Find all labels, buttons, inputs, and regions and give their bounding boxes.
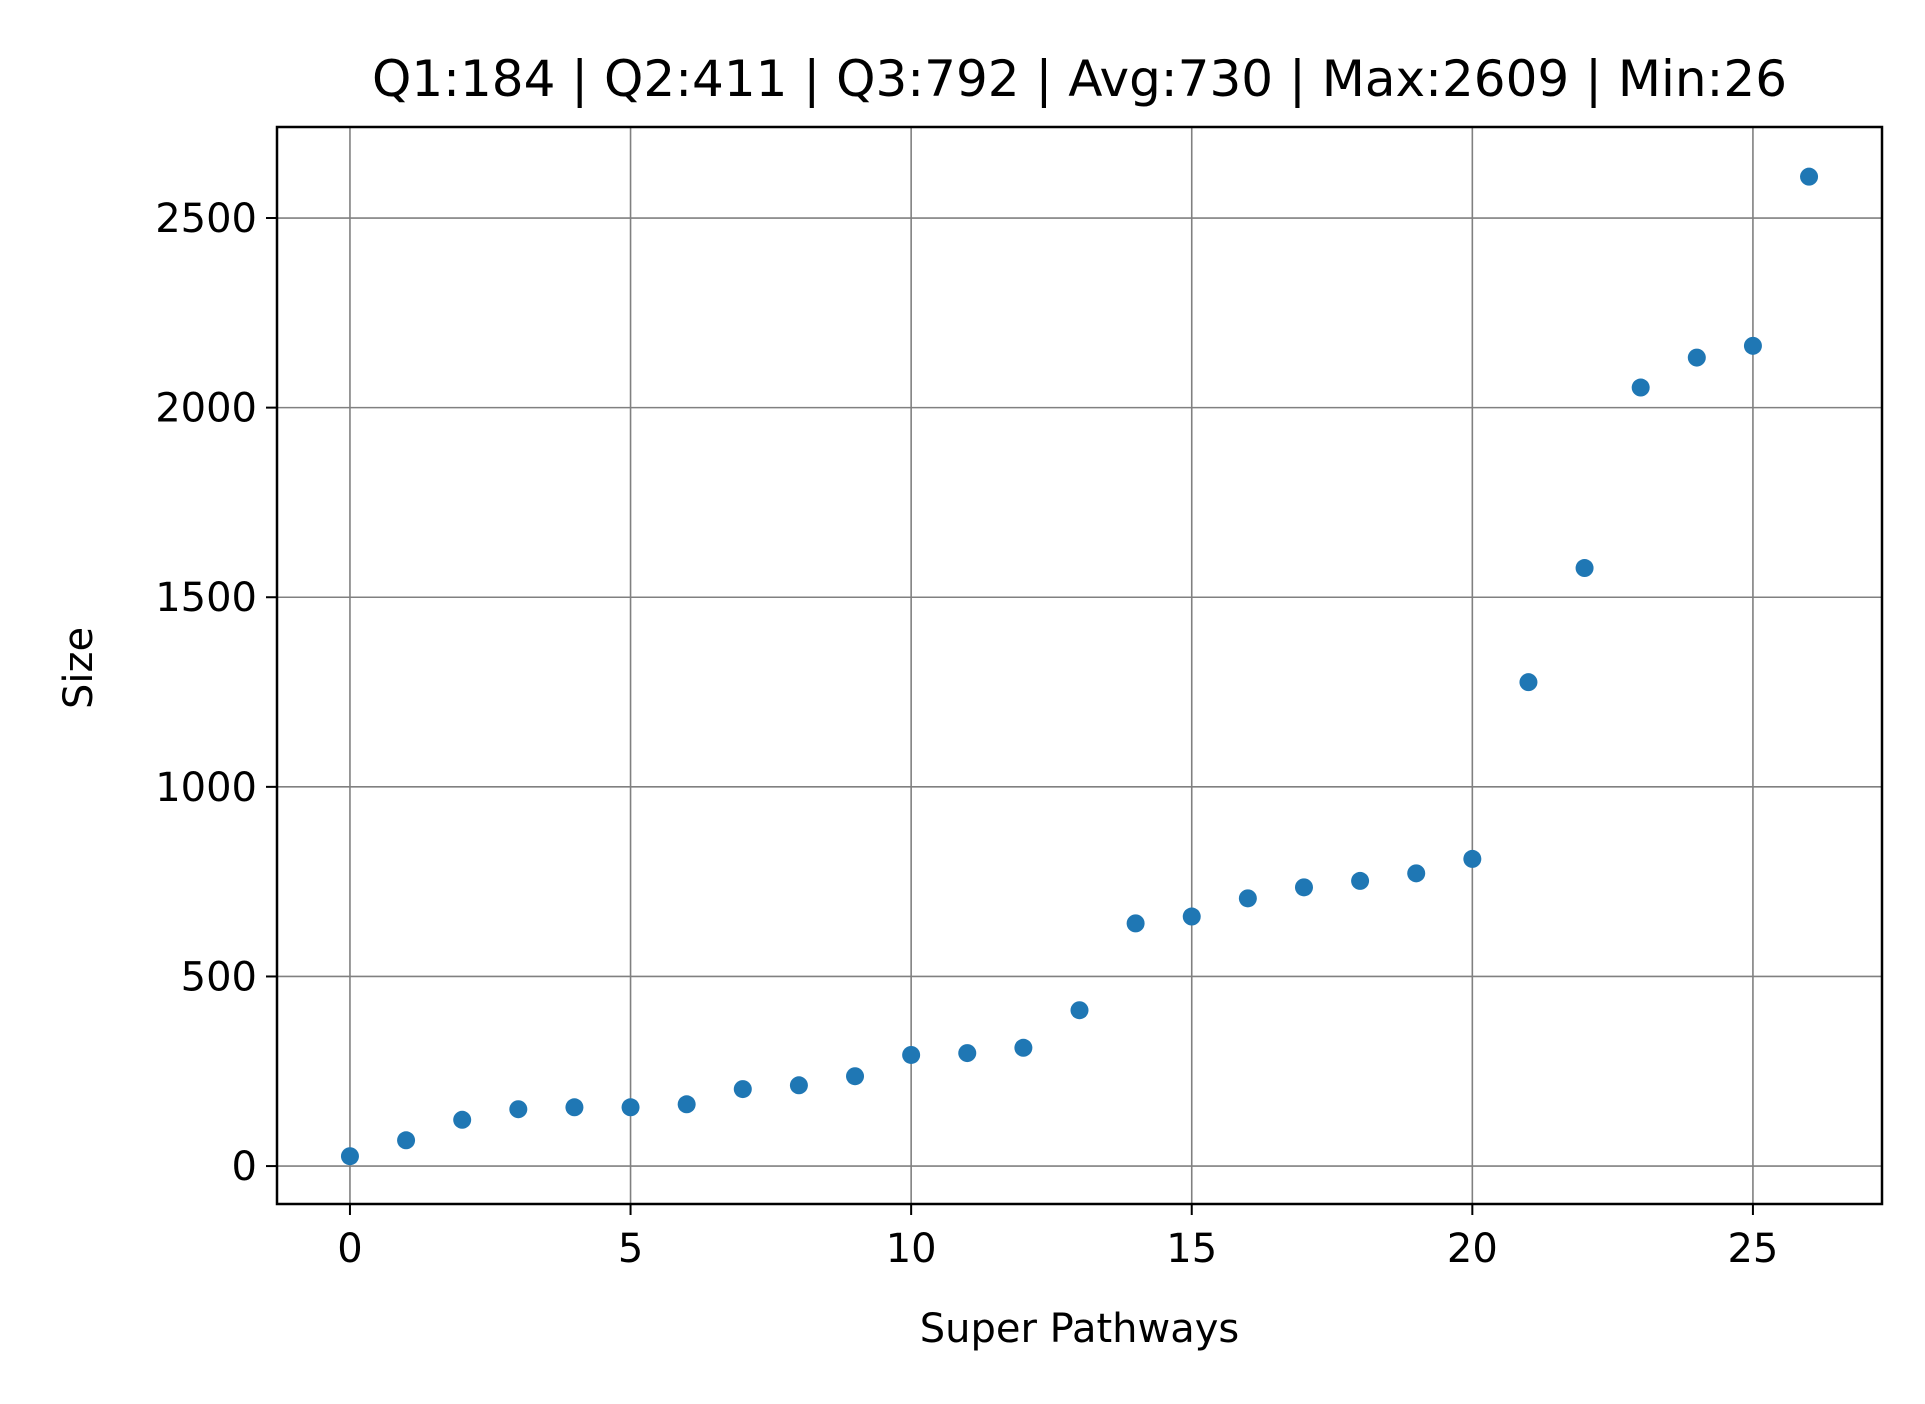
y-axis-label: Size [56,627,102,709]
data-point [1743,336,1762,355]
data-point [340,1147,359,1166]
y-tick-label: 1000 [155,765,257,811]
data-point [1575,559,1594,578]
x-tick-label: 10 [886,1226,937,1272]
y-tick-label: 2000 [155,386,257,432]
data-point [453,1110,472,1129]
data-points [340,167,1819,1166]
grid [277,127,1882,1204]
y-tick-label: 0 [232,1144,257,1190]
data-point [1631,378,1650,397]
data-point [509,1100,528,1119]
x-tick-label: 5 [618,1226,643,1272]
y-tick-label: 500 [181,954,257,1000]
x-tick-label: 0 [337,1226,362,1272]
data-point [1351,871,1370,890]
data-point [565,1098,584,1117]
data-point [397,1131,416,1150]
axis-ticks: 0 5 10 15 20 25 0 500 1000 1500 2000 2500 [155,196,1778,1272]
data-point [1407,864,1426,883]
data-point [846,1067,865,1086]
data-point [1800,167,1819,186]
data-point [621,1098,640,1117]
data-point [902,1045,921,1064]
plot-frame [275,125,1884,1206]
data-point [1070,1001,1089,1020]
x-tick-label: 15 [1166,1226,1217,1272]
chart-title: Q1:184 | Q2:411 | Q3:792 | Avg:730 | Max… [372,50,1787,108]
data-point [1014,1038,1033,1057]
y-tick-label: 1500 [155,575,257,621]
y-tick-label: 2500 [155,196,257,242]
data-point [958,1044,977,1063]
data-point [1519,673,1538,692]
data-point [1238,889,1257,908]
data-point [1687,348,1706,367]
x-tick-label: 25 [1727,1226,1778,1272]
data-point [733,1080,752,1099]
data-point [789,1076,808,1095]
x-axis-label: Super Pathways [920,1306,1240,1352]
data-point [677,1095,696,1114]
data-point [1126,914,1145,933]
data-point [1463,849,1482,868]
data-point [1182,907,1201,926]
x-tick-label: 20 [1447,1226,1498,1272]
data-point [1294,878,1313,897]
